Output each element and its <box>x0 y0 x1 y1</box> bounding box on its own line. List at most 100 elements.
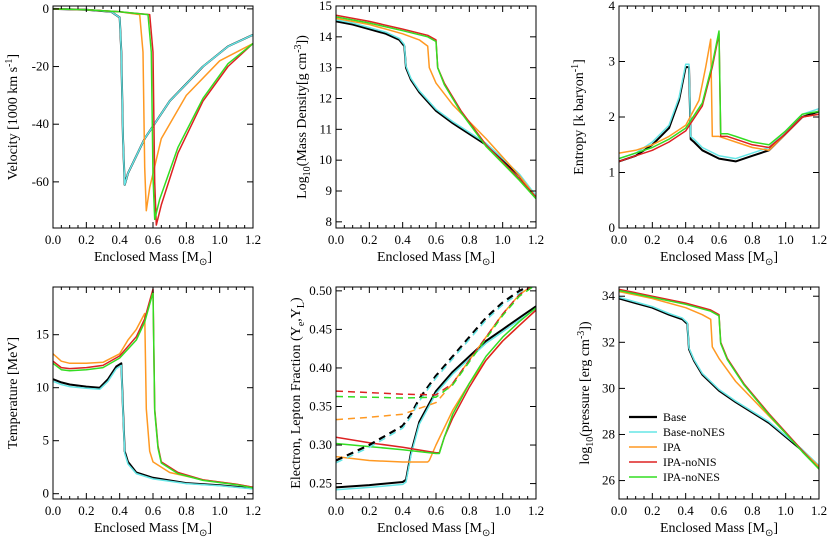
temperature-series-group <box>53 288 253 490</box>
electron-line-base-nones-dashed <box>336 287 535 464</box>
density-ylabel: Log10(Mass Density[g cm-3]) <box>293 35 313 199</box>
electron-line-ipa-nones <box>336 307 536 455</box>
legend-label-ipa-nones: IPA-noNES <box>663 470 720 484</box>
entropy-xtick-label: 0.2 <box>644 232 660 247</box>
entropy-xtick-label: 0.8 <box>744 232 760 247</box>
velocity-xtick-label: 1.2 <box>245 232 261 247</box>
velocity-ytick-label: -20 <box>32 59 49 74</box>
temperature-ytick-label: 15 <box>36 327 49 342</box>
pressure-xtick-label: 1.2 <box>811 503 827 518</box>
density-ytick-label: 9 <box>326 183 333 198</box>
legend-label-base: Base <box>663 410 686 424</box>
electron-xtick-label: 0.8 <box>461 503 477 518</box>
entropy-xtick-label: 1.0 <box>778 232 794 247</box>
electron-line-ipa-dashed <box>336 287 532 421</box>
velocity-series-group <box>53 7 253 226</box>
legend-label-ipa-nonis: IPA-noNIS <box>663 455 717 469</box>
density-xtick-label: 1.2 <box>528 232 544 247</box>
entropy-xtick-label: 0.6 <box>711 232 728 247</box>
entropy-xtick-label: 0.0 <box>611 232 627 247</box>
velocity-panel: 0.0 0.2 0.4 0.6 0.8 1.0 1.2 0 -20 -40 -60 Enclosed … <box>4 1 261 268</box>
density-ytick-label: 15 <box>319 0 332 13</box>
pressure-ytick-label: 28 <box>602 426 615 441</box>
electron-xtick-label: 1.2 <box>528 503 544 518</box>
temperature-line-base <box>53 362 253 490</box>
electron-ytick-label: 0.45 <box>309 321 332 336</box>
entropy-series-group <box>619 30 819 163</box>
temperature-ytick-label: 5 <box>43 433 50 448</box>
density-ytick-label: 13 <box>319 60 332 75</box>
electron-line-base-nones <box>336 307 536 491</box>
electron-line-ipa-nonis-dashed <box>336 287 532 396</box>
electron-ytick-label: 0.50 <box>309 283 332 298</box>
entropy-ytick-label: 2 <box>609 109 616 124</box>
temperature-xtick-label: 0.8 <box>178 503 194 518</box>
electron-ytick-label: 0.30 <box>309 437 332 452</box>
electron-line-ipa-nonis <box>336 309 536 454</box>
pressure-xtick-label: 0.6 <box>711 503 728 518</box>
electron-ylabel: Electron, Lepton Fraction (Ye,YL) <box>289 297 307 489</box>
temperature-xtick-label: 1.0 <box>212 503 228 518</box>
density-xtick-label: 0.0 <box>328 232 344 247</box>
temperature-line-ipa-nonis <box>53 288 253 489</box>
density-xlabel: Enclosed Mass [M⊙] <box>377 250 495 268</box>
pressure-xtick-label: 0.4 <box>678 503 695 518</box>
density-line-ipa-nones <box>336 16 536 200</box>
density-line-ipa <box>336 17 536 198</box>
electron-ytick-label: 0.25 <box>309 476 332 491</box>
density-ytick-label: 14 <box>319 29 333 44</box>
velocity-ytick-label: 0 <box>43 1 50 16</box>
density-ytick-label: 8 <box>326 214 333 229</box>
electron-ytick-label: 0.40 <box>309 360 332 375</box>
pressure-panel: 0.0 0.2 0.4 0.6 0.8 1.0 1.2 26 28 30 32 34 Enclosed … <box>576 286 827 539</box>
pressure-xlabel: Enclosed Mass [M⊙] <box>660 521 778 539</box>
temperature-line-ipa-nones <box>53 291 253 489</box>
temperature-xtick-label: 0.0 <box>45 503 61 518</box>
density-ytick-label: 11 <box>319 121 332 136</box>
pressure-xtick-label: 1.0 <box>778 503 794 518</box>
entropy-xtick-label: 0.4 <box>678 232 695 247</box>
entropy-ytick-label: 4 <box>609 0 616 13</box>
entropy-ytick-label: 3 <box>609 54 616 69</box>
entropy-ytick-label: 1 <box>609 165 616 180</box>
pressure-ytick-label: 34 <box>602 288 616 303</box>
pressure-ytick-label: 32 <box>602 334 615 349</box>
velocity-xtick-label: 0.6 <box>145 232 162 247</box>
temperature-xtick-label: 0.2 <box>78 503 94 518</box>
pressure-series-group <box>619 288 819 470</box>
density-xtick-label: 0.4 <box>395 232 412 247</box>
temperature-line-base-nones <box>53 364 253 490</box>
density-xtick-label: 1.0 <box>495 232 511 247</box>
pressure-xtick-label: 0.8 <box>744 503 760 518</box>
entropy-line-base <box>619 66 819 163</box>
entropy-xtick-label: 1.2 <box>811 232 827 247</box>
velocity-xtick-label: 0.2 <box>78 232 94 247</box>
pressure-ytick-label: 30 <box>602 380 615 395</box>
entropy-line-ipa-nones <box>619 30 819 160</box>
pressure-ytick-label: 26 <box>602 473 616 488</box>
velocity-xtick-label: 0.4 <box>112 232 129 247</box>
temperature-panel: 0.0 0.2 0.4 0.6 0.8 1.0 1.2 0 5 10 15 Enclosed Mass… <box>6 286 261 539</box>
electron-xtick-label: 0.6 <box>428 503 445 518</box>
density-series-group <box>336 14 536 200</box>
velocity-line-ipa-nones <box>53 8 253 221</box>
temperature-xtick-label: 0.4 <box>112 503 129 518</box>
density-xtick-label: 0.2 <box>361 232 377 247</box>
density-panel: 0.0 0.2 0.4 0.6 0.8 1.0 1.2 8 9 10 11 12 13 14 15 Enclo… <box>293 0 544 268</box>
velocity-ylabel: Velocity [1000 km s-1] <box>4 54 21 180</box>
electron-line-base-dashed <box>336 287 531 462</box>
entropy-panel: 0.0 0.2 0.4 0.6 0.8 1.0 1.2 0 1 2 3 4 Enclosed Mass … <box>570 0 827 268</box>
entropy-ytick-label: 0 <box>609 220 616 235</box>
velocity-xtick-label: 0.8 <box>178 232 194 247</box>
electron-xlabel: Enclosed Mass [M⊙] <box>377 521 495 539</box>
velocity-xtick-label: 1.0 <box>212 232 228 247</box>
pressure-xtick-label: 0.0 <box>611 503 627 518</box>
pressure-line-base-nones <box>619 296 819 467</box>
velocity-xtick-label: 0.0 <box>45 232 61 247</box>
density-xtick-label: 0.6 <box>428 232 445 247</box>
density-xtick-label: 0.8 <box>461 232 477 247</box>
electron-xtick-label: 0.2 <box>361 503 377 518</box>
